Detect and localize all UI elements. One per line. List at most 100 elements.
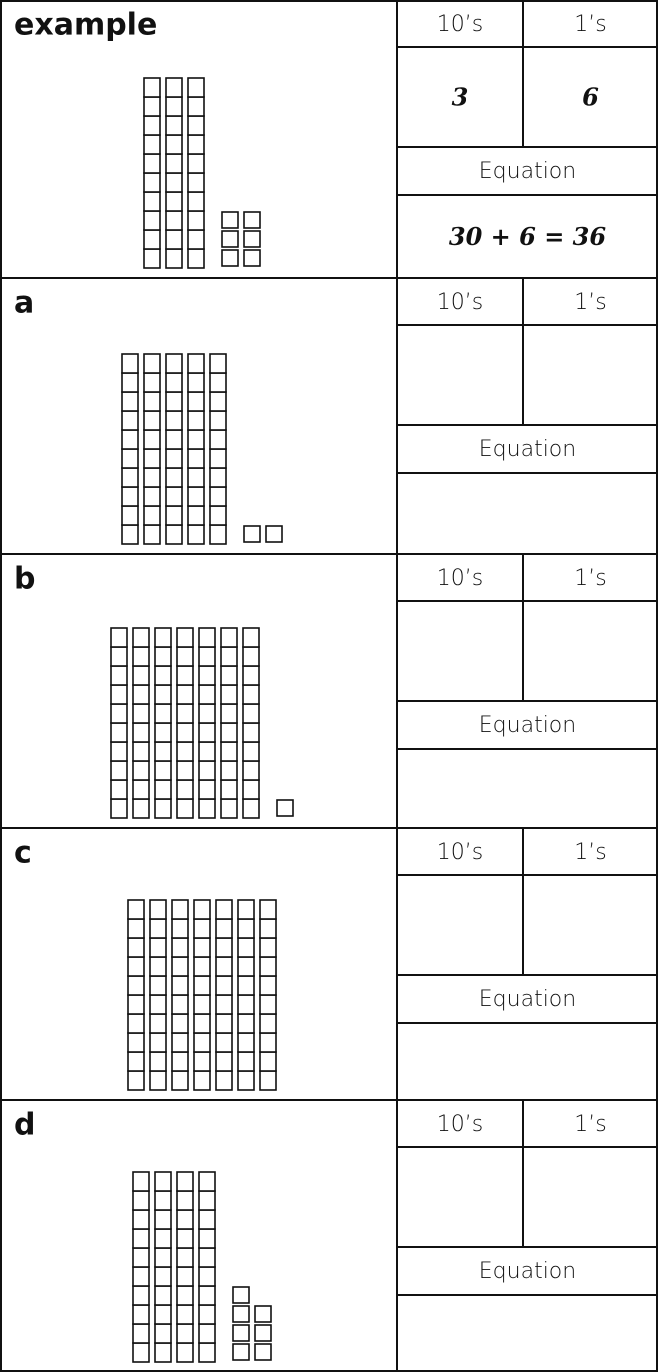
rod-cell xyxy=(220,665,238,686)
rod-cell xyxy=(110,760,128,781)
rod-cell xyxy=(121,372,139,393)
rod-cell xyxy=(132,798,150,819)
rod-cell xyxy=(171,899,189,920)
rod-cell xyxy=(143,448,161,469)
ten-rod xyxy=(132,1171,150,1363)
rod-cell xyxy=(154,1171,172,1192)
rod-cell xyxy=(165,524,183,545)
rod-cell xyxy=(187,229,205,250)
rod-cell xyxy=(165,210,183,231)
rod-cell xyxy=(209,410,227,431)
ten-rod xyxy=(198,627,216,819)
rod-cell xyxy=(127,994,145,1015)
rod-cell xyxy=(149,937,167,958)
rod-cell xyxy=(154,1190,172,1211)
rod-cell xyxy=(242,760,260,781)
rod-cell xyxy=(220,703,238,724)
rod-cell xyxy=(176,1285,194,1306)
tens-header: 10’s xyxy=(437,840,483,865)
rod-cell xyxy=(143,153,161,174)
rod-cell xyxy=(237,1051,255,1072)
rod-cell xyxy=(154,1323,172,1344)
rod-cell xyxy=(193,1051,211,1072)
rod-cell xyxy=(187,191,205,212)
rod-cell xyxy=(242,722,260,743)
ten-rod xyxy=(187,77,205,269)
rod-cell xyxy=(176,703,194,724)
problem-label: b xyxy=(14,562,35,597)
rod-cell xyxy=(176,760,194,781)
rod-cell xyxy=(193,956,211,977)
rod-cell xyxy=(154,1342,172,1363)
rod-cell xyxy=(176,1228,194,1249)
ten-rod xyxy=(242,627,260,819)
rod-cell xyxy=(143,429,161,450)
equation-header: Equation xyxy=(479,437,576,462)
rod-cell xyxy=(198,1247,216,1268)
ten-rod xyxy=(110,627,128,819)
rod-cell xyxy=(215,899,233,920)
unit-cube xyxy=(232,1343,250,1361)
rod-cell xyxy=(193,1032,211,1053)
rod-cell xyxy=(132,760,150,781)
rod-cell xyxy=(127,918,145,939)
rod-cell xyxy=(176,646,194,667)
rod-cell xyxy=(198,741,216,762)
rod-cell xyxy=(121,505,139,526)
equation-header: Equation xyxy=(479,159,576,184)
rod-cell xyxy=(171,937,189,958)
rod-cell xyxy=(242,779,260,800)
rod-cell xyxy=(259,1051,277,1072)
rod-cell xyxy=(220,646,238,667)
ten-rod xyxy=(165,353,183,545)
rod-cell xyxy=(165,96,183,117)
rod-cell xyxy=(259,975,277,996)
unit-cube xyxy=(254,1305,272,1323)
rod-cell xyxy=(198,684,216,705)
rod-cell xyxy=(215,1070,233,1091)
rod-cell xyxy=(132,627,150,648)
rod-cell xyxy=(215,994,233,1015)
rod-cell xyxy=(193,899,211,920)
ten-rod xyxy=(171,899,189,1091)
rod-cell xyxy=(154,627,172,648)
rod-cell xyxy=(121,391,139,412)
rod-cell xyxy=(242,741,260,762)
rod-cell xyxy=(220,798,238,819)
rod-cell xyxy=(143,229,161,250)
rod-cell xyxy=(259,1032,277,1053)
rod-cell xyxy=(237,994,255,1015)
rod-cell xyxy=(176,627,194,648)
rod-cell xyxy=(215,956,233,977)
rod-cell xyxy=(193,1013,211,1034)
rod-cell xyxy=(209,391,227,412)
rod-cell xyxy=(132,1228,150,1249)
rod-cell xyxy=(187,134,205,155)
rod-cell xyxy=(154,798,172,819)
rod-cell xyxy=(143,248,161,269)
rod-cell xyxy=(198,1323,216,1344)
rod-cell xyxy=(176,798,194,819)
rod-cell xyxy=(165,172,183,193)
rod-cell xyxy=(193,975,211,996)
tens-answer: 3 xyxy=(452,83,469,112)
rod-cell xyxy=(193,1070,211,1091)
rod-cell xyxy=(149,1032,167,1053)
rod-cell xyxy=(237,899,255,920)
equation-header: Equation xyxy=(479,987,576,1012)
rod-cell xyxy=(154,722,172,743)
rod-cell xyxy=(143,172,161,193)
rod-cell xyxy=(187,353,205,374)
rod-cell xyxy=(259,1013,277,1034)
rod-cell xyxy=(198,627,216,648)
unit-cube xyxy=(232,1324,250,1342)
rod-cell xyxy=(110,646,128,667)
rod-cell xyxy=(154,1285,172,1306)
rod-cell xyxy=(143,505,161,526)
rod-cell xyxy=(149,1070,167,1091)
rod-cell xyxy=(171,975,189,996)
rod-cell xyxy=(220,722,238,743)
rod-cell xyxy=(132,1190,150,1211)
equation-answer: 30 + 6 = 36 xyxy=(449,222,606,251)
